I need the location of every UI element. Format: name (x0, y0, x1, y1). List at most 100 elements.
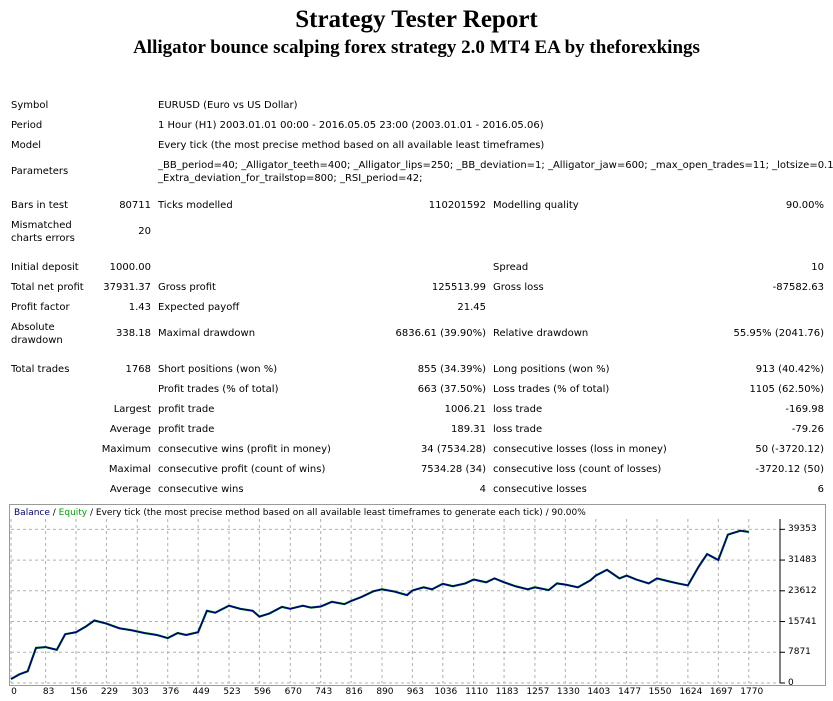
mismatch-label-1: Mismatched (11, 220, 72, 231)
x-tick-label-18: 1330 (556, 687, 580, 697)
largest-loss-value: -169.98 (785, 404, 824, 415)
legend-equity: Equity (58, 508, 88, 518)
legend-sep: / (49, 508, 59, 518)
maximal-profit-value: 7534.28 (34) (420, 464, 486, 475)
payoff-label: Expected payoff (158, 302, 240, 313)
legend-balance: Balance (14, 508, 50, 518)
quality-label: Modelling quality (493, 200, 579, 211)
x-tick-label-3: 229 (100, 687, 119, 697)
avg-losses-label: consecutive losses (493, 484, 587, 495)
maximum-label: Maximum (101, 444, 151, 455)
grossprofit-value: 125513.99 (431, 282, 486, 293)
netprofit-value: 37931.37 (103, 282, 151, 293)
ticks-label: Ticks modelled (158, 200, 233, 211)
netprofit-label: Total net profit (11, 282, 84, 293)
equity-line (10, 529, 749, 681)
average-label: Average (109, 424, 151, 435)
bars-value: 80711 (119, 200, 151, 211)
max-wins-value: 34 (7534.28) (420, 444, 486, 455)
reldd-value: 55.95% (2041.76) (733, 328, 824, 339)
loss-trades-value: 1105 (62.50%) (749, 384, 824, 395)
y-tick-label-3: 23612 (788, 585, 817, 596)
average-consecutive-label: Average (109, 484, 151, 495)
balance-chart: Balance / Equity / Every tick (the most … (9, 504, 826, 688)
y-tick-label-5: 39353 (788, 524, 817, 535)
max-losses-value: 50 (-3720.12) (755, 444, 824, 455)
maximal-loss-label: consecutive loss (count of losses) (493, 464, 662, 475)
largest-label: Largest (113, 404, 151, 415)
x-tick-label-8: 596 (253, 687, 271, 697)
x-tick-label-9: 670 (284, 687, 302, 697)
pf-label: Profit factor (11, 302, 70, 313)
x-tick-label-2: 156 (70, 687, 88, 697)
ticks-value: 110201592 (428, 200, 486, 211)
parameters-label: Parameters (11, 166, 69, 177)
symbol-label: Symbol (11, 100, 49, 111)
chart-plot (10, 519, 785, 684)
maxdd-label: Maximal drawdown (158, 328, 256, 339)
maximal-label: Maximal (108, 464, 151, 475)
absdd-value: 338.18 (116, 328, 151, 339)
x-tick-label-21: 1550 (648, 687, 672, 697)
grossloss-value: -87582.63 (772, 282, 824, 293)
average-profit-value: 189.31 (451, 424, 486, 435)
x-tick-label-6: 449 (192, 687, 210, 697)
x-tick-label-14: 1036 (434, 687, 458, 697)
profit-trades-label: Profit trades (% of total) (158, 384, 279, 395)
x-tick-label-4: 303 (131, 687, 149, 697)
parameters-line-1: _BB_period=40; _Alligator_teeth=400; _Al… (158, 160, 833, 171)
max-wins-label: consecutive wins (profit in money) (158, 444, 331, 455)
average-loss-label: loss trade (493, 424, 543, 435)
avg-losses-value: 6 (817, 484, 824, 495)
reldd-label: Relative drawdown (493, 328, 589, 339)
x-tick-label-13: 963 (406, 687, 424, 697)
chart-legend: Balance / Equity / Every tick (the most … (14, 507, 586, 519)
long-value: 913 (40.42%) (755, 364, 824, 375)
trades-value: 1768 (125, 364, 151, 375)
mismatch-label-2: charts errors (11, 233, 75, 244)
spread-value: 10 (811, 262, 824, 273)
largest-profit-value: 1006.21 (444, 404, 486, 415)
x-tick-label-7: 523 (223, 687, 241, 697)
maximal-profit-label: consecutive profit (count of wins) (158, 464, 326, 475)
report-title: Strategy Tester Report (295, 6, 538, 33)
x-tick-label-12: 890 (376, 687, 394, 697)
x-tick-label-10: 743 (315, 687, 333, 697)
max-losses-label: consecutive losses (loss in money) (493, 444, 667, 455)
largest-profit-label: profit trade (158, 404, 215, 415)
balance-line (10, 529, 749, 680)
x-tick-label-19: 1403 (587, 687, 611, 697)
report-subtitle: Alligator bounce scalping forex strategy… (133, 37, 700, 58)
legend-rest: / Every tick (the most precise method ba… (87, 508, 586, 518)
deposit-label: Initial deposit (11, 262, 79, 273)
mismatch-value: 20 (138, 226, 151, 237)
x-tick-label-5: 376 (162, 687, 180, 697)
short-value: 855 (34.39%) (417, 364, 486, 375)
x-tick-label-1: 83 (42, 687, 55, 697)
x-tick-label-16: 1183 (495, 687, 519, 697)
absdd-label-2: drawdown (11, 335, 63, 346)
quality-value: 90.00% (785, 200, 824, 211)
maximal-loss-value: -3720.12 (50) (755, 464, 824, 475)
bars-label: Bars in test (11, 200, 68, 211)
x-tick-label-11: 816 (345, 687, 363, 697)
profit-trades-value: 663 (37.50%) (417, 384, 486, 395)
y-tick-label-1: 7871 (788, 647, 811, 658)
x-tick-label-0: 0 (11, 687, 17, 697)
average-profit-label: profit trade (158, 424, 215, 435)
average-loss-value: -79.26 (791, 424, 824, 435)
x-tick-label-23: 1697 (709, 687, 733, 697)
short-label: Short positions (won %) (158, 364, 278, 375)
avg-wins-value: 4 (479, 484, 486, 495)
spread-label: Spread (493, 262, 529, 273)
trades-label: Total trades (11, 364, 70, 375)
largest-loss-label: loss trade (493, 404, 543, 415)
y-tick-label-0: 0 (788, 678, 794, 688)
period-value: 1 Hour (H1) 2003.01.01 00:00 - 2016.05.0… (158, 120, 544, 131)
model-label: Model (11, 140, 42, 151)
y-tick-label-2: 15741 (788, 616, 817, 627)
symbol-value: EURUSD (Euro vs US Dollar) (158, 100, 298, 111)
x-tick-label-20: 1477 (618, 687, 642, 697)
deposit-value: 1000.00 (109, 262, 151, 273)
pf-value: 1.43 (128, 302, 151, 313)
